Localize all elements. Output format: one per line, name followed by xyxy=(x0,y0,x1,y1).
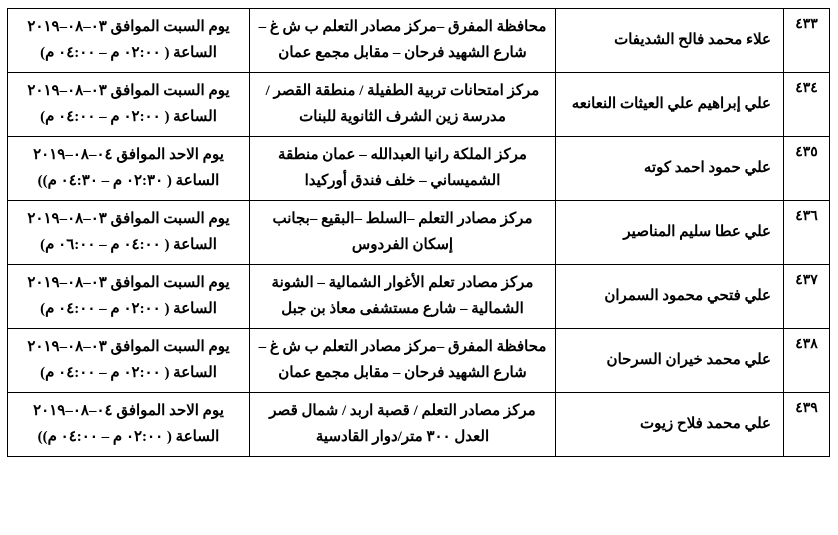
location: مركز مصادر تعلم الأغوار الشمالية – الشون… xyxy=(250,265,556,329)
schedule-table: ٤٣٣علاء محمد فالح الشديفاتمحافظة المفرق … xyxy=(7,8,830,457)
date-time: يوم السبت الموافق ٠٣–٠٨–٢٠١٩ الساعة ( ٠٤… xyxy=(8,201,250,265)
person-name: علي إبراهيم علي العيثات النعانعه xyxy=(556,73,784,137)
location: مركز الملكة رانيا العبدالله – عمان منطقة… xyxy=(250,137,556,201)
date-time: يوم الاحد الموافق ٠٤–٠٨–٢٠١٩ الساعة ( ٠٢… xyxy=(8,137,250,201)
location: مركز امتحانات تربية الطفيلة / منطقة القص… xyxy=(250,73,556,137)
table-row: ٤٣٧علي فتحي محمود السمرانمركز مصادر تعلم… xyxy=(8,265,830,329)
table-row: ٤٣٦علي عطا سليم المناصيرمركز مصادر التعل… xyxy=(8,201,830,265)
table-row: ٤٣٣علاء محمد فالح الشديفاتمحافظة المفرق … xyxy=(8,9,830,73)
row-number: ٤٣٧ xyxy=(784,265,830,329)
row-number: ٤٣٨ xyxy=(784,329,830,393)
person-name: علاء محمد فالح الشديفات xyxy=(556,9,784,73)
row-number: ٤٣٣ xyxy=(784,9,830,73)
location: مركز مصادر التعلم –السلط –البقيع –بجانب … xyxy=(250,201,556,265)
date-time: يوم السبت الموافق ٠٣–٠٨–٢٠١٩ الساعة ( ٠٢… xyxy=(8,9,250,73)
table-row: ٤٣٨علي محمد خيران السرحانمحافظة المفرق –… xyxy=(8,329,830,393)
date-time: يوم السبت الموافق ٠٣–٠٨–٢٠١٩ الساعة ( ٠٢… xyxy=(8,329,250,393)
table-row: ٤٣٤علي إبراهيم علي العيثات النعانعهمركز … xyxy=(8,73,830,137)
person-name: علي حمود احمد كوته xyxy=(556,137,784,201)
row-number: ٤٣٦ xyxy=(784,201,830,265)
date-time: يوم السبت الموافق ٠٣–٠٨–٢٠١٩ الساعة ( ٠٢… xyxy=(8,73,250,137)
table-row: ٤٣٥علي حمود احمد كوتهمركز الملكة رانيا ا… xyxy=(8,137,830,201)
row-number: ٤٣٤ xyxy=(784,73,830,137)
row-number: ٤٣٩ xyxy=(784,393,830,457)
location: محافظة المفرق –مركز مصادر التعلم ب ش غ –… xyxy=(250,329,556,393)
person-name: علي محمد فلاح زيوت xyxy=(556,393,784,457)
table-row: ٤٣٩علي محمد فلاح زيوتمركز مصادر التعلم /… xyxy=(8,393,830,457)
person-name: علي فتحي محمود السمران xyxy=(556,265,784,329)
person-name: علي عطا سليم المناصير xyxy=(556,201,784,265)
person-name: علي محمد خيران السرحان xyxy=(556,329,784,393)
location: مركز مصادر التعلم / قصبة اربد / شمال قصر… xyxy=(250,393,556,457)
location: محافظة المفرق –مركز مصادر التعلم ب ش غ –… xyxy=(250,9,556,73)
date-time: يوم الاحد الموافق ٠٤–٠٨–٢٠١٩ الساعة ( ٠٢… xyxy=(8,393,250,457)
date-time: يوم السبت الموافق ٠٣–٠٨–٢٠١٩ الساعة ( ٠٢… xyxy=(8,265,250,329)
row-number: ٤٣٥ xyxy=(784,137,830,201)
